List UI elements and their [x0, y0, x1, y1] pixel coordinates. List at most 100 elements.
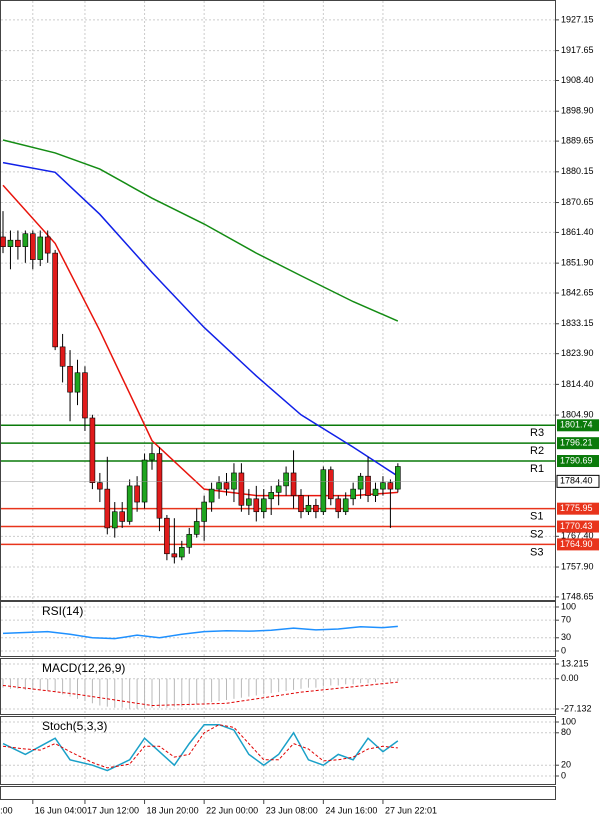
pivot-value-box [557, 419, 599, 432]
candle-body [395, 466, 401, 490]
candle-body [52, 252, 58, 348]
candle-body [134, 485, 140, 503]
candle-body [313, 504, 319, 513]
pivot-value: 1801.74 [560, 420, 593, 430]
candle-body [372, 488, 379, 496]
candle-body [29, 233, 36, 260]
last-price-box [556, 474, 600, 488]
panel-frame [0, 601, 556, 657]
candle-body [201, 501, 207, 522]
y-tick-label: 0 [561, 645, 566, 655]
y-tick-label: 1927.15 [561, 14, 594, 24]
pivot-value-box [557, 520, 599, 533]
bottom-strip [0, 786, 556, 800]
candle-body [59, 346, 66, 367]
y-tick-label: 1823.90 [561, 348, 594, 358]
indicator-line [2, 723, 399, 772]
pivot-value: 1796.21 [560, 438, 593, 448]
y-tick-label: 100 [561, 601, 576, 611]
candle-body [290, 472, 297, 496]
candle-body [283, 472, 289, 487]
pivot-label: R3 [530, 427, 544, 439]
x-tick-label: 22 Jun 00:00 [206, 805, 258, 815]
candle-body [82, 372, 88, 419]
candle-body [216, 482, 222, 490]
candle-body [104, 488, 111, 529]
x-tick-label: 16 Jun 04:00 [35, 805, 87, 815]
candle-body [223, 482, 230, 490]
pivot-label: R2 [530, 445, 544, 457]
pivot-label: S2 [530, 528, 543, 540]
panel-frame [0, 716, 556, 785]
candle-body [141, 459, 148, 503]
candle-body [164, 517, 170, 555]
y-tick-label: 1851.90 [561, 258, 594, 268]
y-tick-label: 1814.40 [561, 379, 594, 389]
candle-body [193, 521, 200, 535]
y-tick-label: 1908.40 [561, 75, 594, 85]
y-tick-label: 20 [561, 760, 571, 770]
candle-body [320, 469, 327, 513]
candle-body [365, 475, 371, 496]
candle-body [119, 511, 125, 522]
x-tick-label: 24 Jun 16:00 [325, 805, 377, 815]
candle-body [380, 482, 386, 490]
candle-body [186, 534, 193, 548]
candle-body [327, 469, 334, 500]
y-tick-label: 0.00 [561, 673, 579, 683]
candle-body [246, 498, 252, 506]
y-tick-label: 1880.15 [561, 166, 594, 176]
candle-body [268, 492, 275, 500]
indicator-line [2, 625, 398, 640]
y-tick-label: 100 [561, 716, 576, 726]
candle-body [37, 236, 44, 260]
candle-body [171, 553, 178, 558]
candle-body [22, 233, 29, 247]
panel-frame [0, 0, 556, 601]
moving-average [2, 139, 399, 322]
y-tick-label: 1889.65 [561, 135, 594, 145]
candle-body [89, 417, 96, 483]
y-tick-label: 1748.65 [561, 591, 594, 601]
pivot-value: 1764.90 [560, 539, 593, 549]
pivot-value: 1775.95 [560, 503, 593, 513]
y-tick-label: 1767.40 [561, 531, 594, 541]
pivot-label: R1 [530, 463, 544, 475]
candle-body [97, 482, 103, 490]
y-tick-label: 80 [561, 727, 571, 737]
y-tick-label: -27.132 [561, 703, 592, 713]
pivot-value-box [557, 502, 599, 515]
moving-average [2, 161, 399, 477]
last-price: 1784.40 [560, 476, 593, 486]
y-tick-label: 1898.90 [561, 106, 594, 116]
candle-body [350, 488, 356, 500]
candle-body [253, 498, 260, 513]
pivot-value-box [557, 538, 599, 551]
x-tick-label: 18 Jun 20:00 [147, 805, 199, 815]
panel-frame [0, 658, 556, 715]
candle-body [231, 472, 237, 490]
y-tick-label: 1757.90 [561, 561, 594, 571]
panel-title: RSI(14) [42, 604, 83, 618]
candle-body [0, 236, 6, 247]
y-tick-label: 1804.90 [561, 409, 594, 419]
candle-body [387, 482, 394, 490]
y-tick-label: 1833.15 [561, 318, 594, 328]
x-tick-label: 27 Jun 22:01 [385, 805, 437, 815]
panel-title: Stoch(5,3,3) [42, 719, 107, 733]
candle-body [342, 498, 349, 513]
candle-body [74, 372, 81, 393]
y-tick-label: 1870.65 [561, 197, 594, 207]
y-tick-label: 30 [561, 632, 571, 642]
candle-body [44, 236, 51, 254]
candle-body [149, 453, 155, 461]
y-tick-label: 70 [561, 615, 571, 625]
y-tick-label: 1861.40 [561, 227, 594, 237]
moving-average [2, 184, 398, 497]
x-tick-label: 20:00 [0, 805, 13, 815]
candle-body [238, 472, 245, 506]
y-tick-label: 1842.65 [561, 287, 594, 297]
panel-title: MACD(12,26,9) [42, 661, 125, 675]
y-tick-label: 13.215 [561, 658, 589, 668]
